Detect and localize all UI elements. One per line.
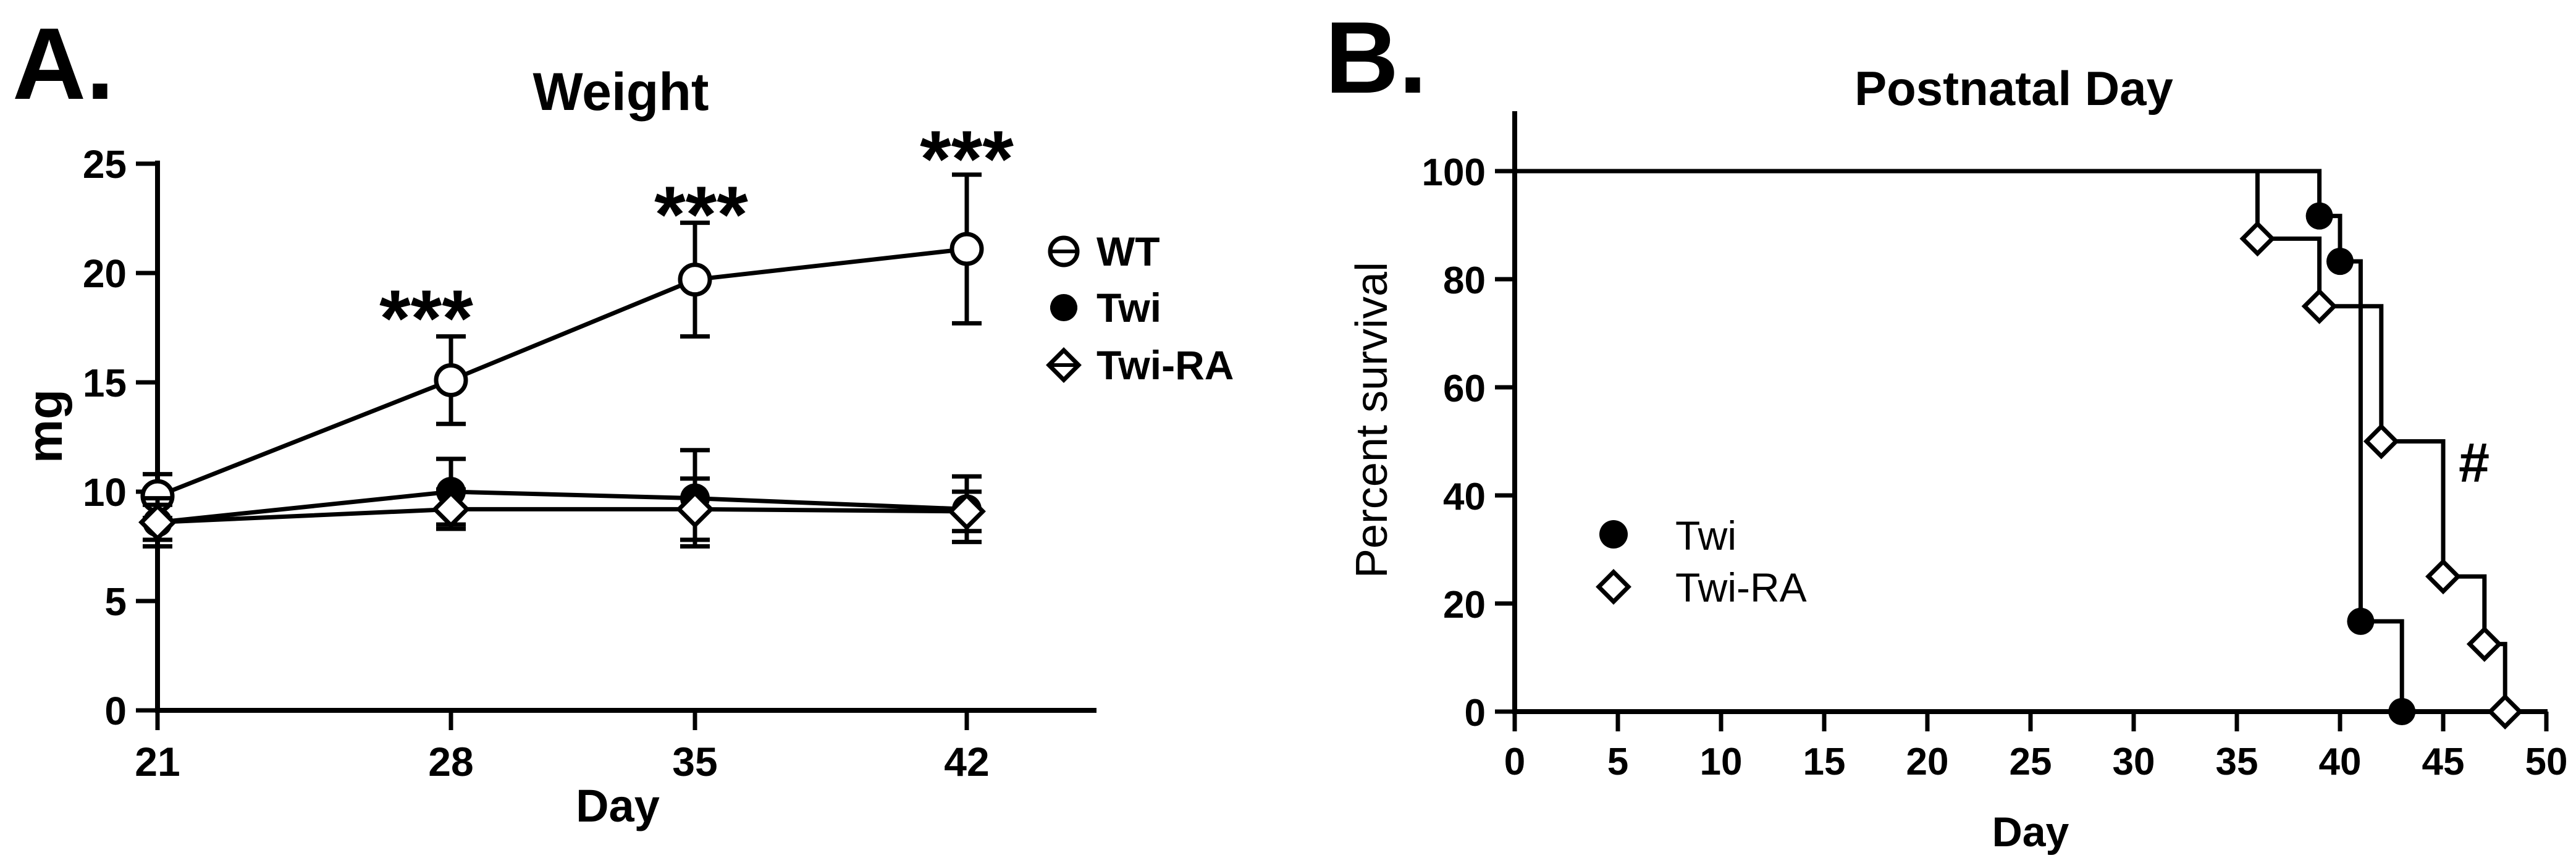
panel-a-y-tick-label: 20 bbox=[83, 251, 127, 296]
data-point bbox=[434, 363, 468, 397]
legend-marker-filled-circle bbox=[1599, 520, 1628, 549]
legend-marker-open-diamond bbox=[1596, 569, 1631, 605]
panel-a-annotation: *** bbox=[379, 273, 473, 363]
data-point bbox=[2301, 288, 2338, 324]
panel-a-x-tick-label: 28 bbox=[428, 739, 473, 784]
legend-label-twi: Twi bbox=[1096, 285, 1161, 330]
data-point bbox=[2347, 607, 2375, 635]
data-point bbox=[676, 490, 714, 529]
series-twi bbox=[1515, 169, 2416, 725]
series-twi-ra bbox=[1515, 169, 2523, 730]
data-point bbox=[678, 263, 712, 297]
legend-item-twi: Twi bbox=[1050, 285, 1161, 330]
panel-b-annotation: # bbox=[2459, 432, 2490, 494]
panel-b-x-tick-label: 5 bbox=[1607, 741, 1628, 783]
panel-b-x-tick-label: 40 bbox=[2319, 741, 2362, 783]
panel-a-y-tick-label: 25 bbox=[83, 142, 127, 187]
panel-b-x-tick-label: 10 bbox=[1700, 741, 1743, 783]
panel-b-x-tick-label: 45 bbox=[2422, 741, 2465, 783]
panel-b-x-tick-label: 35 bbox=[2216, 741, 2258, 783]
panel-b-y-ticks: 0 20 40 60 80 100 bbox=[1422, 151, 1515, 734]
legend-label-wt: WT bbox=[1096, 229, 1160, 274]
panel-a-y-tick-label: 0 bbox=[104, 689, 127, 733]
panel-a-y-axis-label: mg bbox=[17, 389, 72, 463]
panel-a-legend: WT Twi Twi-RA bbox=[1046, 229, 1234, 388]
data-point bbox=[2425, 558, 2461, 595]
legend-label-twi-ra: Twi-RA bbox=[1096, 342, 1234, 388]
panel-b-x-ticks: 0 5 10 15 20 25 30 35 40 45 50 bbox=[1504, 712, 2568, 783]
panel-b-y-tick-label: 100 bbox=[1422, 151, 1486, 194]
panel-b-y-tick-label: 20 bbox=[1443, 584, 1486, 626]
panel-b-y-tick-label: 0 bbox=[1465, 692, 1486, 734]
panel-a-letter: A. bbox=[12, 7, 114, 120]
panel-a-x-tick-label: 35 bbox=[672, 739, 717, 784]
panel-a-x-tick-label: 42 bbox=[944, 739, 989, 784]
panel-b-title: Postnatal Day bbox=[1854, 61, 2173, 116]
panel-a-y-tick-label: 15 bbox=[83, 361, 127, 405]
panel-b-plot-area bbox=[1515, 169, 2523, 730]
panel-b-x-tick-label: 0 bbox=[1504, 741, 1525, 783]
data-point bbox=[2466, 626, 2502, 662]
panel-a-x-axis-label: Day bbox=[576, 780, 660, 831]
panel-a-y-ticks: 0 5 10 15 20 25 bbox=[83, 142, 158, 733]
legend-label-twi: Twi bbox=[1675, 513, 1736, 558]
legend-item-twi: Twi bbox=[1599, 513, 1736, 558]
panel-a-y-tick-label: 5 bbox=[104, 579, 127, 624]
series-line bbox=[157, 489, 967, 525]
series-twi bbox=[143, 448, 982, 549]
panel-a-plot-area bbox=[138, 172, 986, 549]
legend-item-twi-ra: Twi-RA bbox=[1596, 565, 1807, 610]
panel-b-y-tick-label: 60 bbox=[1443, 368, 1486, 410]
panel-b-y-axis-label: Percent survival bbox=[1347, 262, 1397, 578]
panel-a-y-tick-label: 10 bbox=[83, 470, 127, 515]
series-line bbox=[157, 507, 967, 525]
panel-a: A. Weight mg Day 0 5 10 15 20 25 21 28 bbox=[12, 7, 1234, 831]
survival-step-line bbox=[1515, 169, 2404, 712]
data-point bbox=[138, 503, 177, 542]
data-point bbox=[2239, 221, 2276, 257]
data-point bbox=[2326, 248, 2354, 275]
panel-b-x-tick-label: 25 bbox=[2010, 741, 2052, 783]
legend-item-wt: WT bbox=[1048, 229, 1160, 274]
panel-b: B. Postnatal Day Percent survival Day 0 … bbox=[1325, 1, 2567, 856]
legend-label-twi-ra: Twi-RA bbox=[1675, 565, 1807, 610]
panel-b-x-tick-label: 20 bbox=[1906, 741, 1949, 783]
panel-a-x-tick-label: 21 bbox=[135, 739, 180, 784]
legend-item-twi-ra: Twi-RA bbox=[1046, 342, 1234, 388]
panel-a-annotation: *** bbox=[920, 114, 1014, 204]
series-twi-ra bbox=[138, 476, 986, 542]
panel-b-y-tick-label: 40 bbox=[1443, 476, 1486, 518]
data-point bbox=[2487, 694, 2523, 730]
data-point bbox=[949, 232, 984, 266]
panel-b-legend: Twi Twi-RA bbox=[1596, 513, 1807, 610]
panel-a-title: Weight bbox=[532, 62, 709, 122]
panel-b-x-tick-label: 30 bbox=[2113, 741, 2155, 783]
data-point bbox=[2305, 202, 2333, 230]
data-point bbox=[2363, 423, 2399, 460]
data-point bbox=[432, 490, 470, 529]
panel-a-x-ticks: 21 28 35 42 bbox=[135, 710, 990, 784]
data-point bbox=[948, 492, 986, 531]
panel-b-x-tick-label: 15 bbox=[1803, 741, 1846, 783]
panel-b-x-axis-label: Day bbox=[1992, 809, 2069, 856]
series-wt bbox=[140, 172, 984, 520]
series-line bbox=[156, 246, 967, 498]
data-point bbox=[2388, 698, 2416, 725]
panel-b-letter: B. bbox=[1325, 1, 1427, 114]
panel-b-x-tick-label: 50 bbox=[2525, 741, 2568, 783]
panel-a-annotation: *** bbox=[654, 169, 748, 259]
panel-b-y-tick-label: 80 bbox=[1443, 259, 1486, 302]
